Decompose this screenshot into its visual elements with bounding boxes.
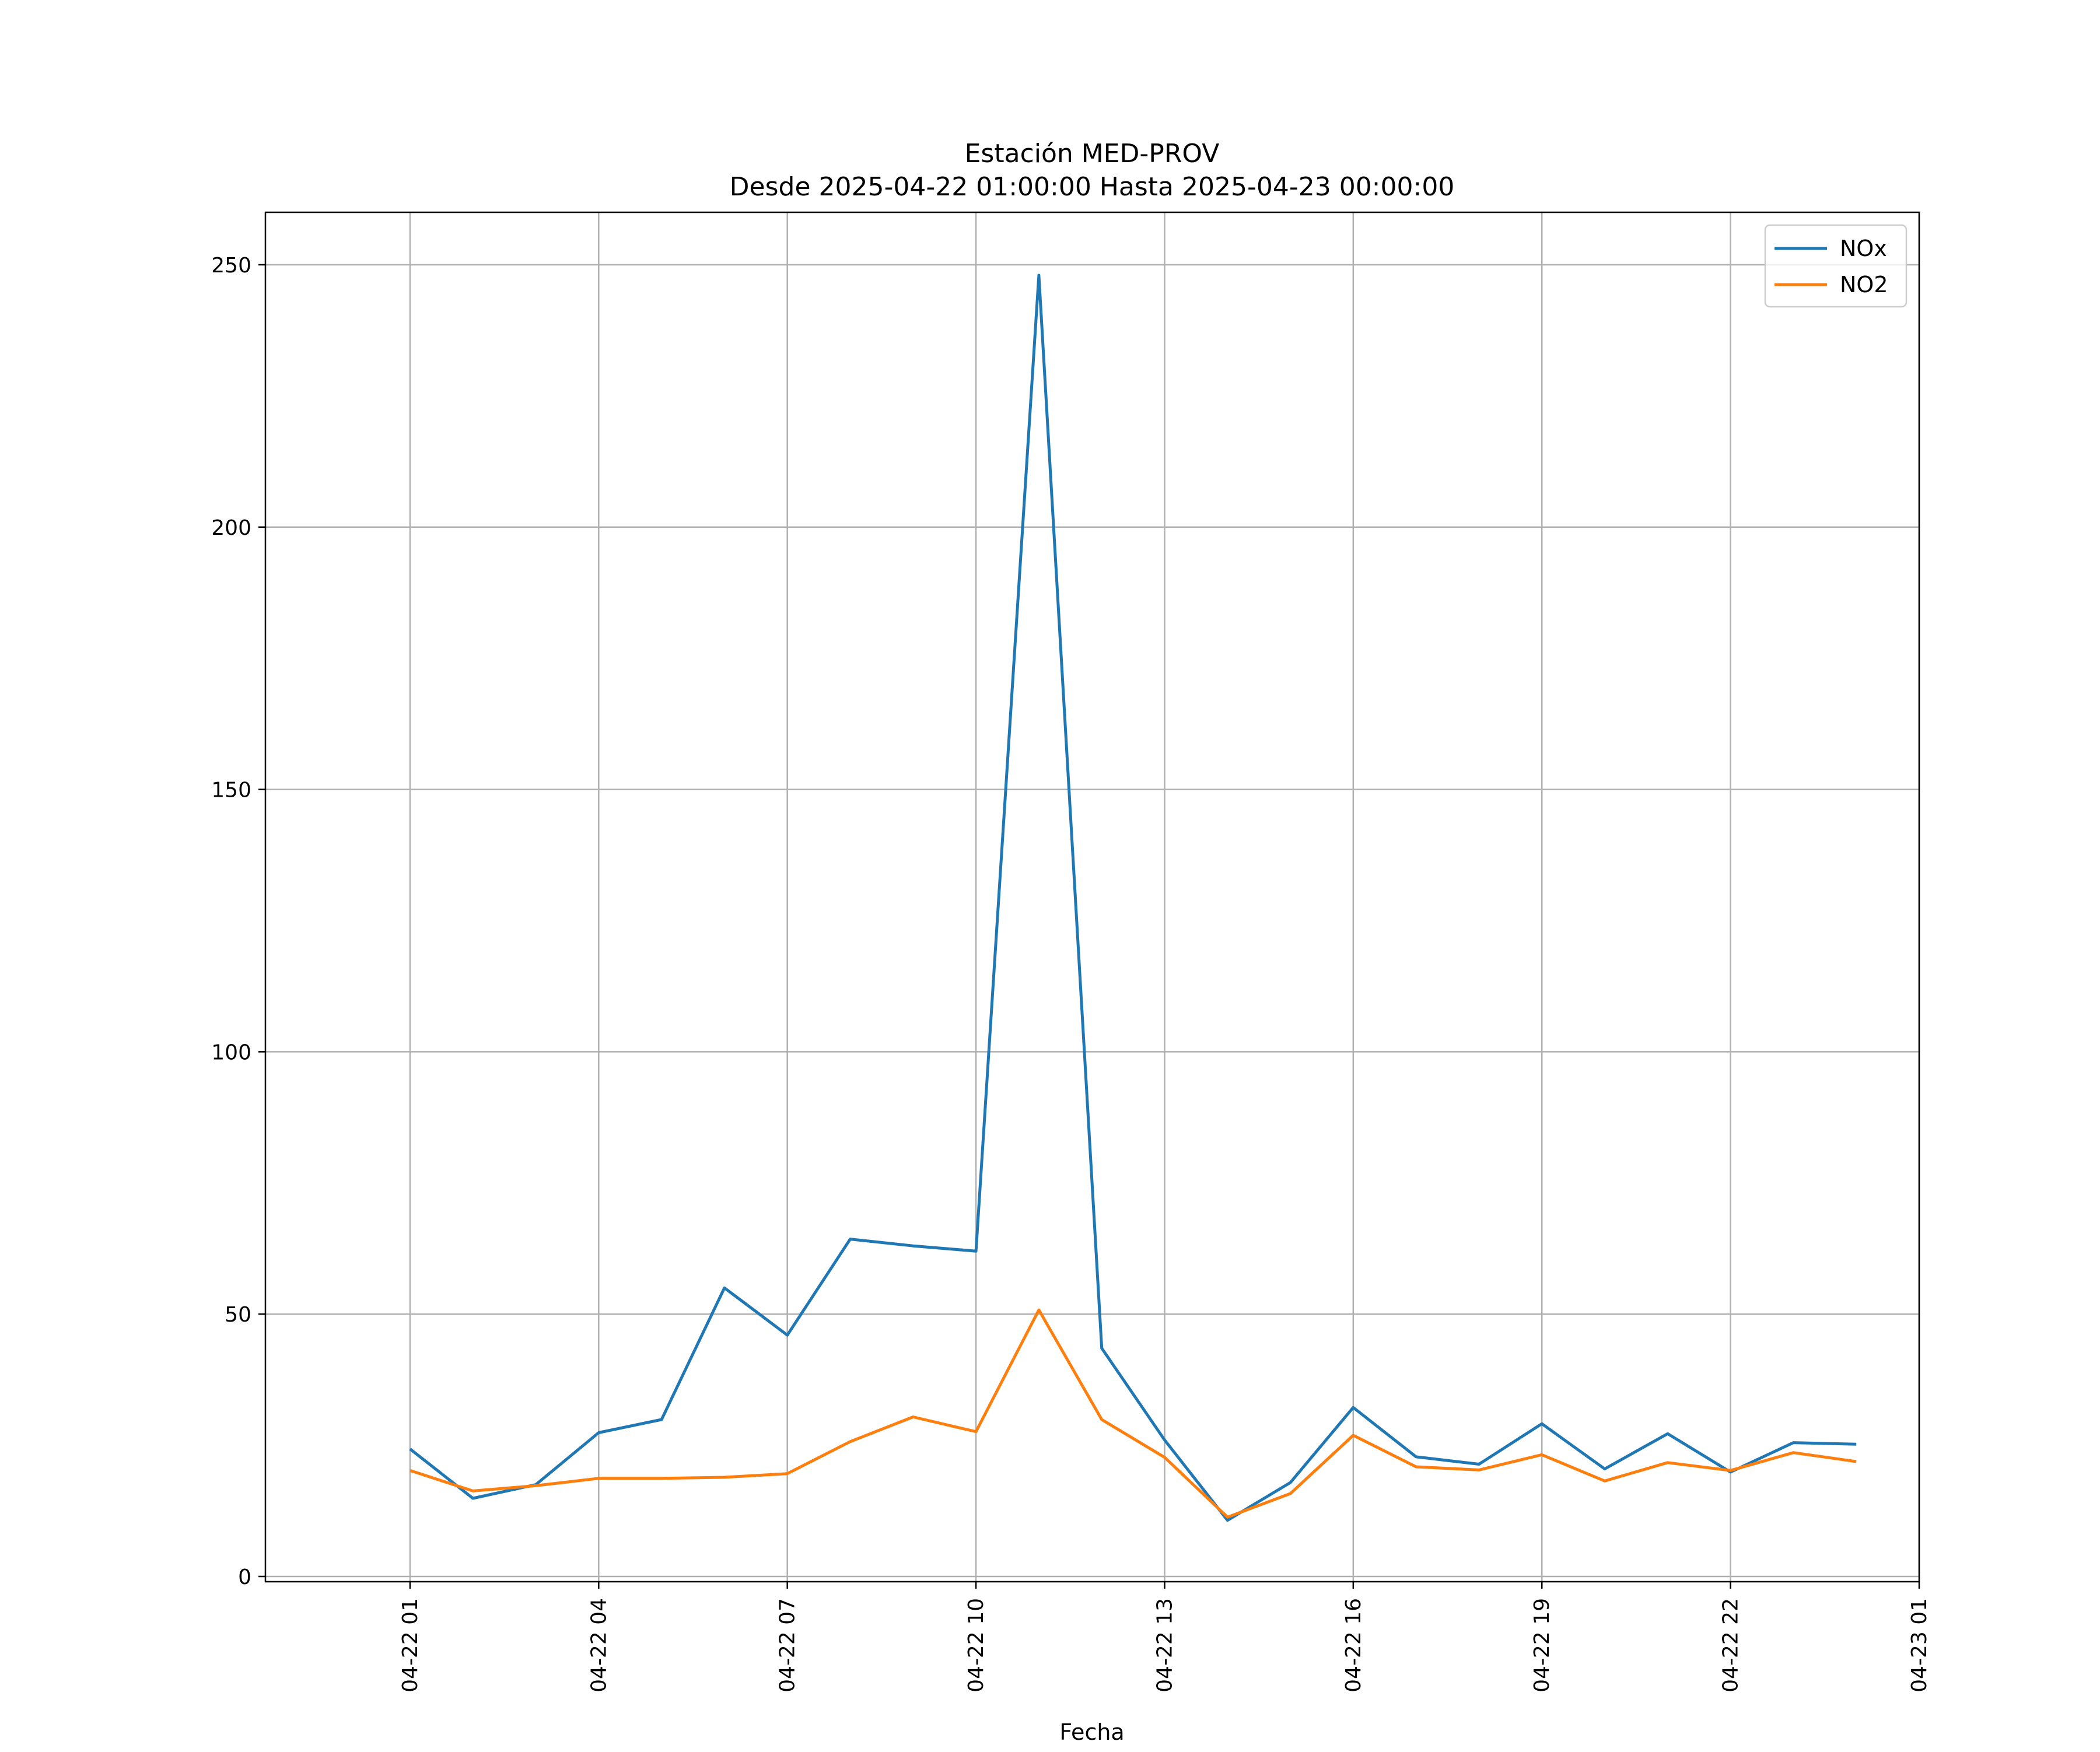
y-tick-label: 100 (211, 1040, 251, 1064)
x-tick-label: 04-23 01 (1908, 1598, 1931, 1693)
chart-title: Estación MED-PROV (965, 139, 1220, 169)
legend-label-no2: NO2 (1840, 272, 1888, 297)
series-line-nox (409, 274, 1857, 1522)
x-tick-label: 04-22 16 (1342, 1598, 1366, 1693)
legend-label-nox: NOx (1840, 236, 1887, 261)
chart-subtitle: Desde 2025-04-22 01:00:00 Hasta 2025-04-… (730, 172, 1455, 202)
y-tick-label: 50 (225, 1303, 251, 1327)
plot-area-frame (264, 211, 1920, 1583)
x-tick-label: 04-22 01 (398, 1598, 422, 1693)
series-line-no2 (410, 1308, 1857, 1519)
y-tick-label: 0 (238, 1565, 251, 1589)
axis-ticks: 04-22 01 04-22 04 04-22 07 04-22 10 04-22 13… (211, 254, 1931, 1693)
legend: NOx NO2 (1764, 224, 1908, 308)
y-tick-label: 250 (211, 254, 251, 278)
x-tick-label: 04-22 22 (1719, 1598, 1743, 1693)
legend-box (1764, 224, 1908, 308)
y-tick-label: 150 (211, 779, 251, 803)
x-tick-label: 04-22 19 (1530, 1598, 1554, 1693)
y-tick-label: 200 (211, 516, 251, 540)
x-tick-label: 04-22 07 (776, 1598, 800, 1693)
x-tick-label: 04-22 13 (1153, 1598, 1177, 1693)
x-tick-label: 04-22 10 (964, 1598, 988, 1693)
x-axis-label: Fecha (1059, 1719, 1124, 1745)
x-tick-label: 04-22 04 (587, 1598, 611, 1693)
series-lines (409, 274, 1857, 1522)
